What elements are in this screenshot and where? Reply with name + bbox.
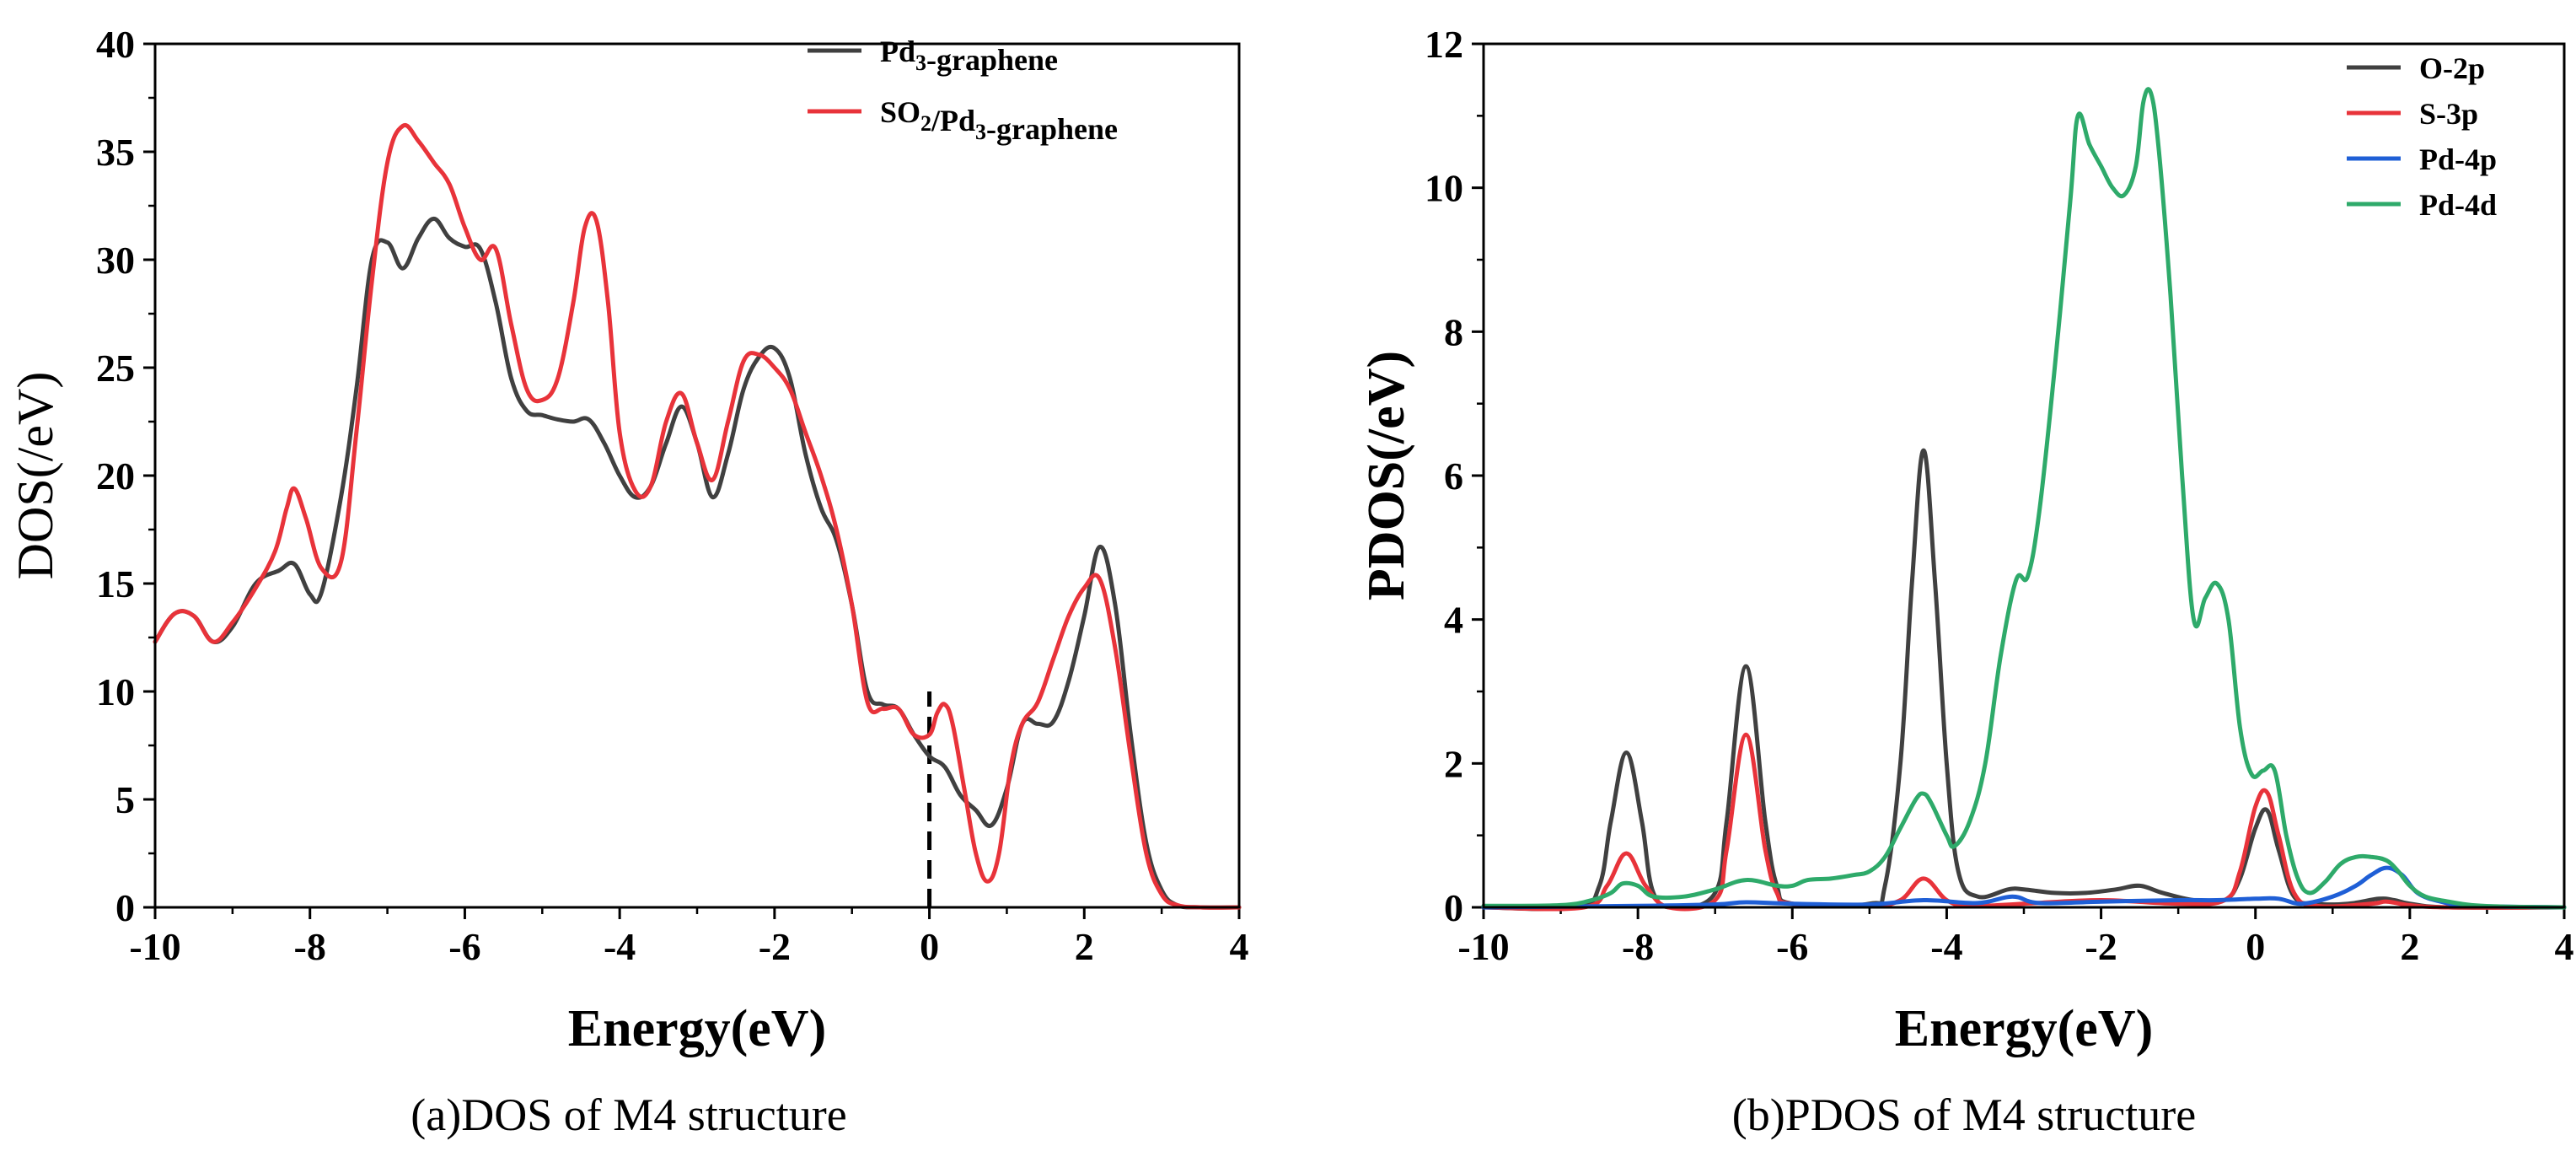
- y-tick-label: 10: [1425, 167, 1463, 210]
- legend-label-pd-4p: Pd-4p: [2419, 143, 2497, 176]
- y-tick-label: 4: [1444, 599, 1463, 642]
- y-tick-label: 2: [1444, 742, 1463, 785]
- y-tick-label: 0: [1444, 886, 1463, 929]
- y-tick-label: 8: [1444, 310, 1463, 353]
- x-tick-label: -6: [1776, 925, 1808, 968]
- x-tick-label: -4: [604, 925, 636, 968]
- pdos-legend: O-2p S-3p Pd-4p Pd-4d: [2347, 51, 2497, 222]
- x-tick-label: 2: [1075, 925, 1094, 968]
- pdos-panel: -10 -8 -6 -4 -2 0 2 4 0 2 4 6 8 10 12 Energy(eV) PDOS(…: [1358, 23, 2574, 1140]
- y-tick-label: 0: [115, 886, 135, 929]
- dos-y-axis-title: DOS(/eV): [8, 372, 63, 580]
- pdos-x-axis-title: Energy(eV): [1895, 1000, 2153, 1057]
- y-tick-label: 40: [96, 23, 135, 66]
- y-tick-label: 10: [96, 670, 135, 713]
- x-tick-label: -10: [129, 925, 180, 968]
- dos-axis-ticks: [143, 42, 1241, 919]
- y-tick-label: 25: [96, 347, 135, 390]
- y-tick-label: 12: [1425, 23, 1463, 66]
- dos-x-axis-title: Energy(eV): [568, 1000, 826, 1057]
- y-tick-label: 20: [96, 455, 135, 498]
- y-tick-label: 30: [96, 239, 135, 282]
- x-tick-label: 0: [2246, 925, 2265, 968]
- pdos-caption: (b)PDOS of M4 structure: [1732, 1089, 2196, 1140]
- series-line-pd-4d: [1481, 87, 2567, 910]
- dos-legend: Pd3-graphene SO2/Pd3-graphene: [808, 35, 1118, 146]
- legend-label-s-3p: S-3p: [2419, 97, 2478, 131]
- dos-caption: (a)DOS of M4 structure: [411, 1089, 846, 1140]
- pdos-plot-frame: [1482, 42, 2566, 909]
- x-tick-label: -2: [2085, 925, 2117, 968]
- x-tick-label: -6: [448, 925, 480, 968]
- x-tick-label: 4: [1230, 925, 1249, 968]
- pdos-y-axis-title: PDOS(/eV): [1358, 351, 1415, 600]
- legend-label-pd3-graphene: Pd3-graphene: [880, 35, 1058, 77]
- legend-label-so2-pd3-graphene: SO2/Pd3-graphene: [880, 95, 1118, 146]
- series-line-s-3p: [1481, 732, 2567, 912]
- legend-label-pd-4d: Pd-4d: [2419, 188, 2497, 222]
- legend-label-o-2p: O-2p: [2419, 51, 2485, 85]
- x-tick-label: 0: [920, 925, 939, 968]
- dos-plot-frame: [153, 42, 1241, 909]
- x-tick-label: -8: [294, 925, 326, 968]
- y-tick-label: 6: [1444, 455, 1463, 498]
- x-tick-label: 2: [2400, 925, 2419, 968]
- pdos-series-lines: [1481, 87, 2567, 912]
- y-tick-label: 35: [96, 131, 135, 174]
- x-tick-label: -4: [1930, 925, 1962, 968]
- dos-series-lines: [153, 123, 1242, 910]
- pdos-tick-labels: -10 -8 -6 -4 -2 0 2 4 0 2 4 6 8 10 12: [1425, 23, 2574, 968]
- y-tick-label: 15: [96, 562, 135, 605]
- x-tick-label: -10: [1457, 925, 1509, 968]
- x-tick-label: 4: [2555, 925, 2574, 968]
- series-line-o-2p: [1481, 448, 2567, 912]
- series-line-so2-pd3-graphene: [153, 123, 1242, 910]
- y-tick-label: 5: [115, 778, 135, 821]
- x-tick-label: -2: [759, 925, 791, 968]
- x-tick-label: -8: [1622, 925, 1654, 968]
